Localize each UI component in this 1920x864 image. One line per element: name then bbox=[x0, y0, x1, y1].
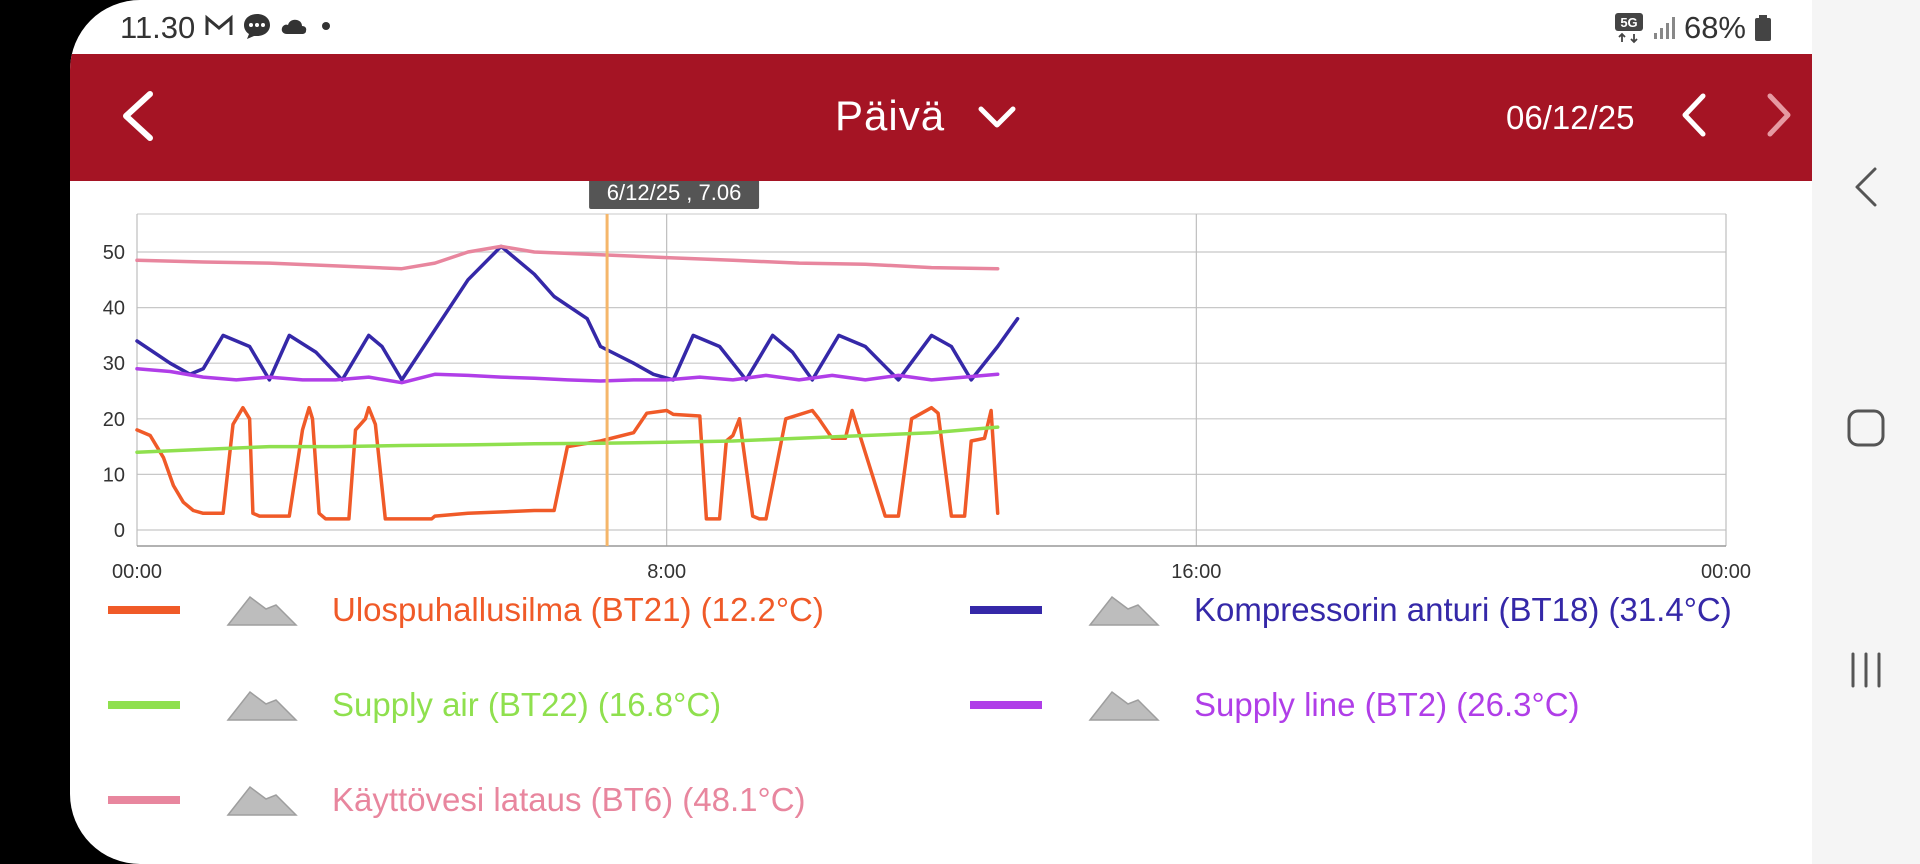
legend-swatch bbox=[970, 606, 1042, 614]
system-icons: 5G 68% bbox=[1614, 10, 1772, 46]
series-line bbox=[135, 244, 1020, 382]
legend-label: Käyttövesi lataus (BT6) (48.1°C) bbox=[332, 781, 806, 818]
y-tick-label: 40 bbox=[103, 298, 125, 320]
cloud-icon bbox=[281, 19, 307, 34]
series-line bbox=[135, 425, 1000, 454]
legend-label: Ulospuhallusilma (BT21) (12.2°C) bbox=[332, 591, 824, 628]
legend-item[interactable]: Supply line (BT2) (26.3°C) bbox=[970, 675, 1580, 735]
chat-icon bbox=[244, 14, 270, 39]
more-notifications-icon bbox=[322, 22, 330, 30]
nav-back-icon bbox=[1855, 167, 1877, 207]
app-header: Päivä 06/12/25 bbox=[70, 54, 1812, 181]
x-tick-label: 00:00 bbox=[1701, 561, 1751, 581]
network-5g-icon: 5G bbox=[1614, 13, 1643, 44]
legend-label: Supply line (BT2) (26.3°C) bbox=[1194, 686, 1580, 723]
x-tick-label: 8:00 bbox=[647, 561, 686, 581]
y-tick-label: 50 bbox=[103, 242, 125, 264]
legend-label: Supply air (BT22) (16.8°C) bbox=[332, 686, 722, 723]
period-selector[interactable]: Päivä bbox=[835, 92, 1019, 140]
legend-swatch bbox=[108, 606, 180, 614]
app-screen: 11.30 5G 68% Päivä 06/12/25 0 10 20 30 40 50 0… bbox=[70, 0, 1812, 864]
series-line bbox=[135, 244, 1000, 271]
x-tick-label: 16:00 bbox=[1171, 561, 1221, 581]
series-line bbox=[135, 367, 1000, 385]
chevron-down-icon bbox=[978, 106, 1016, 128]
legend-swatch bbox=[108, 701, 180, 709]
previous-day-button[interactable] bbox=[1670, 90, 1720, 140]
cursor-tooltip-label: 6/12/25 , 7.06 bbox=[607, 181, 742, 205]
legend-label: Kompressorin anturi (BT18) (31.4°C) bbox=[1194, 591, 1732, 628]
status-bar: 11.30 5G 68% bbox=[70, 0, 1812, 54]
y-tick-label: 20 bbox=[103, 409, 125, 431]
gmail-icon bbox=[205, 14, 233, 35]
back-button[interactable] bbox=[110, 86, 170, 146]
nav-recents-icon bbox=[1851, 652, 1881, 688]
nav-home-button[interactable] bbox=[1812, 408, 1920, 448]
series-line bbox=[135, 405, 1000, 521]
nav-home-icon bbox=[1847, 409, 1885, 447]
x-tick-label: 00:00 bbox=[112, 561, 162, 581]
network-label: 5G bbox=[1620, 15, 1637, 30]
page-title: Päivä bbox=[835, 92, 946, 139]
legend-item[interactable]: Ulospuhallusilma (BT21) (12.2°C) bbox=[108, 580, 824, 640]
y-tick-label: 30 bbox=[103, 353, 125, 375]
area-toggle-icon[interactable] bbox=[226, 591, 298, 629]
nav-recents-button[interactable] bbox=[1812, 650, 1920, 690]
legend-swatch bbox=[108, 796, 180, 804]
battery-percent: 68% bbox=[1683, 10, 1746, 45]
notification-icons bbox=[204, 12, 336, 40]
nav-back-button[interactable] bbox=[1812, 165, 1920, 209]
battery-icon bbox=[1755, 15, 1771, 41]
signal-icon bbox=[1653, 17, 1675, 39]
legend-item[interactable]: Käyttövesi lataus (BT6) (48.1°C) bbox=[108, 770, 806, 830]
temperature-chart[interactable]: 0 10 20 30 40 50 00:00 8:00 16:00 00:00 6/12/25 , … bbox=[70, 181, 1812, 581]
legend-item[interactable]: Kompressorin anturi (BT18) (31.4°C) bbox=[970, 580, 1732, 640]
area-toggle-icon[interactable] bbox=[1088, 591, 1160, 629]
legend-item[interactable]: Supply air (BT22) (16.8°C) bbox=[108, 675, 721, 735]
next-day-button[interactable] bbox=[1753, 90, 1803, 140]
area-toggle-icon[interactable] bbox=[226, 781, 298, 819]
status-time: 11.30 bbox=[120, 10, 196, 45]
date-label: 06/12/25 bbox=[1506, 99, 1635, 136]
y-tick-label: 10 bbox=[103, 464, 125, 486]
legend-swatch bbox=[970, 701, 1042, 709]
area-toggle-icon[interactable] bbox=[1088, 686, 1160, 724]
y-tick-label: 0 bbox=[114, 520, 125, 542]
cursor-tooltip bbox=[589, 181, 760, 209]
system-navigation-bar bbox=[1812, 0, 1920, 864]
area-toggle-icon[interactable] bbox=[226, 686, 298, 724]
